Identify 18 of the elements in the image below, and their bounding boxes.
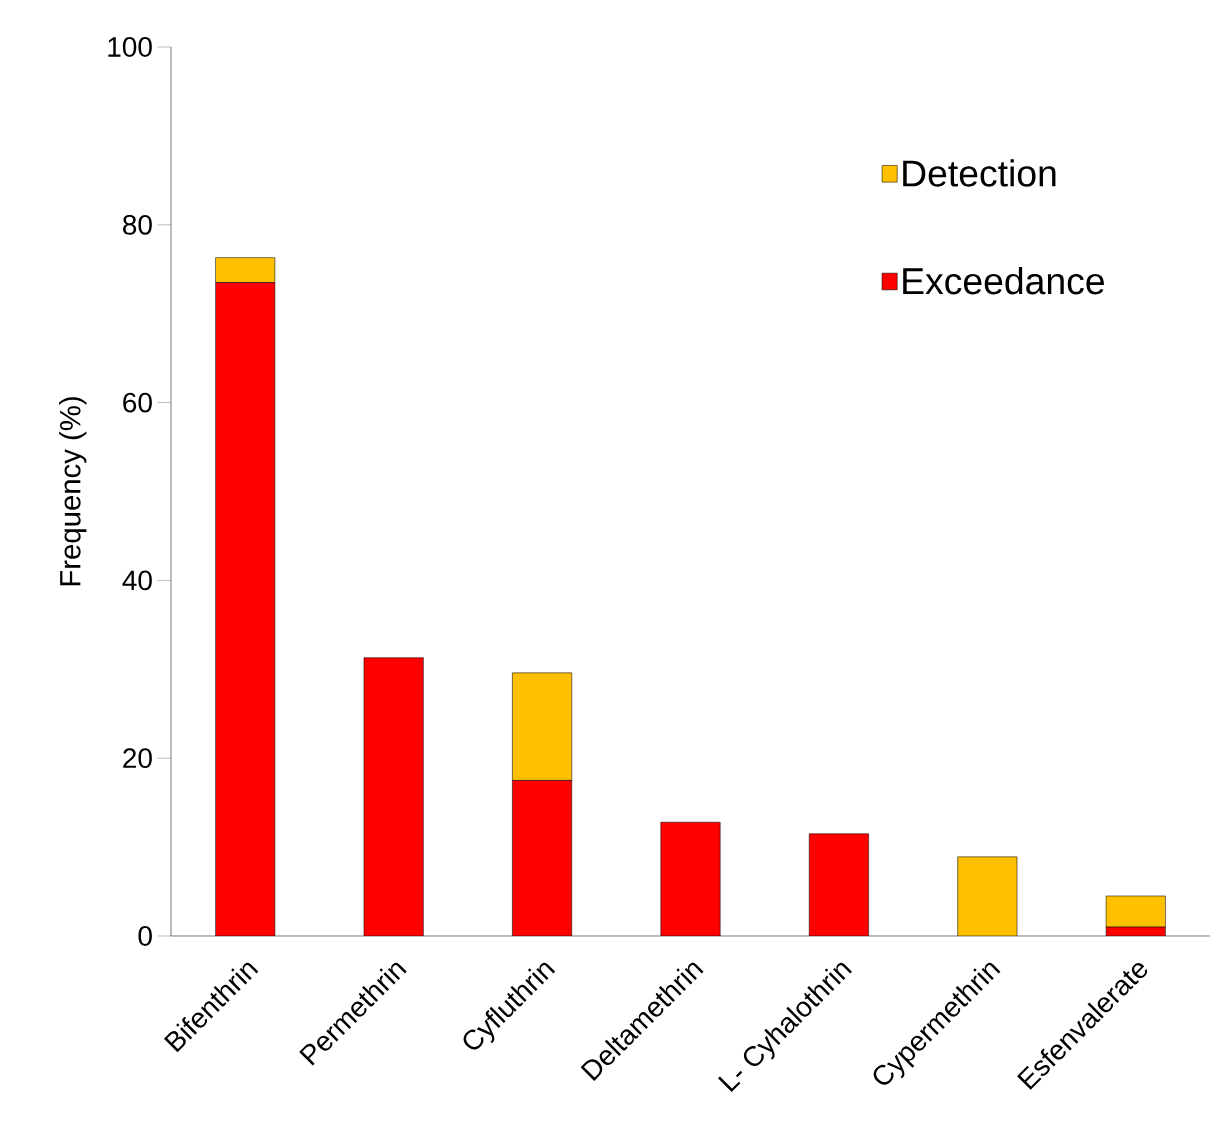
bar — [215, 282, 275, 936]
bar — [512, 780, 572, 936]
bar — [215, 257, 276, 283]
legend-label: Exceedance — [903, 267, 1104, 295]
y-tick-label: 40 — [122, 570, 152, 591]
y-tick-label: 0 — [138, 926, 152, 946]
bar — [809, 833, 869, 936]
y-tick-label: 60 — [123, 392, 152, 413]
bar — [1105, 895, 1166, 928]
y-tick-label: 20 — [123, 748, 152, 769]
y-axis-title: Frequency (%) — [59, 397, 87, 586]
legend-label: Detection — [903, 159, 1056, 187]
bar — [957, 856, 1018, 936]
y-tick-label: 80 — [123, 214, 152, 235]
y-tick-label: 100 — [108, 37, 152, 57]
bar — [363, 657, 424, 936]
bar — [660, 822, 721, 936]
bar — [512, 672, 573, 781]
